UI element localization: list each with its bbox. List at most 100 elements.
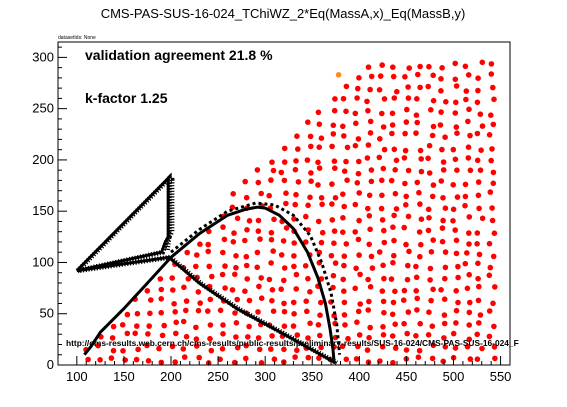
excluded-point	[402, 147, 409, 154]
excluded-point	[462, 193, 469, 200]
excluded-point	[441, 320, 448, 327]
excluded-point	[134, 323, 140, 329]
excluded-point	[429, 355, 436, 362]
excluded-point	[271, 216, 277, 223]
excluded-point	[220, 249, 226, 256]
excluded-point	[426, 170, 433, 176]
excluded-point	[453, 99, 459, 106]
contours-layer	[75, 172, 342, 366]
excluded-point	[392, 167, 399, 173]
excluded-point	[172, 309, 178, 315]
excluded-point	[254, 249, 261, 256]
excluded-point	[489, 146, 495, 152]
excluded-point	[352, 285, 359, 292]
excluded-point	[303, 298, 310, 305]
excluded-point	[194, 343, 200, 349]
excluded-point	[479, 345, 485, 352]
excluded-point	[416, 229, 423, 235]
excluded-point	[440, 217, 446, 224]
excluded-point	[158, 309, 164, 316]
excluded-point	[441, 312, 448, 318]
excluded-point	[357, 271, 363, 278]
excluded-point	[453, 320, 459, 326]
excluded-point	[97, 357, 103, 363]
excluded-point	[380, 332, 387, 338]
excluded-point	[391, 212, 397, 219]
excluded-point	[364, 347, 371, 353]
excluded-point	[354, 95, 360, 101]
excluded-point	[278, 252, 285, 258]
x-tick-label: 350	[301, 369, 323, 384]
excluded-point	[124, 311, 131, 318]
excluded-point	[315, 159, 321, 166]
excluded-point	[341, 262, 347, 269]
excluded-point	[367, 226, 373, 233]
excluded-point	[426, 215, 432, 221]
excluded-point	[376, 87, 383, 93]
excluded-point	[222, 263, 228, 269]
excluded-point	[356, 190, 363, 196]
excluded-point	[356, 158, 362, 165]
k-factor-label: k-factor 1.25	[85, 90, 168, 106]
excluded-point	[490, 84, 496, 91]
excluded-point	[477, 167, 484, 173]
chart-subtitle: datasetIds: None	[58, 35, 96, 41]
excluded-point	[467, 356, 474, 362]
excluded-point	[291, 216, 297, 222]
excluded-point	[255, 217, 262, 224]
excluded-point	[342, 322, 348, 328]
excluded-point	[390, 299, 397, 306]
excluded-point	[488, 112, 494, 118]
excluded-point	[330, 122, 337, 129]
excluded-point	[294, 133, 300, 139]
excluded-point	[305, 202, 311, 209]
excluded-point	[366, 298, 372, 305]
excluded-point	[231, 230, 237, 236]
excluded-point	[467, 167, 474, 174]
excluded-point	[341, 299, 348, 306]
excluded-point	[450, 182, 457, 188]
excluded-point	[486, 333, 493, 340]
excluded-point	[330, 131, 337, 137]
excluded-point	[403, 202, 409, 208]
excluded-point	[380, 324, 386, 330]
excluded-point	[144, 342, 150, 349]
excluded-point	[488, 61, 495, 67]
excluded-point	[357, 301, 364, 307]
x-tick-label: 200	[160, 369, 182, 384]
excluded-point	[330, 272, 337, 279]
excluded-point	[466, 336, 473, 343]
excluded-point	[305, 275, 311, 282]
excluded-point	[381, 275, 387, 282]
excluded-point	[221, 236, 228, 243]
excluded-point	[341, 168, 348, 174]
excluded-point	[381, 239, 388, 246]
excluded-point	[418, 216, 425, 222]
excluded-point	[462, 181, 469, 188]
excluded-point	[280, 238, 287, 244]
excluded-point	[207, 335, 213, 342]
excluded-point	[463, 96, 469, 103]
chart-title: CMS-PAS-SUS-16-024_TChiWZ_2*Eq(MassA,x)_…	[101, 6, 466, 21]
excluded-point	[366, 334, 372, 341]
excluded-point	[438, 178, 445, 184]
excluded-point	[390, 359, 396, 366]
excluded-point	[146, 323, 152, 329]
excluded-point	[377, 73, 384, 79]
excluded-point	[452, 76, 459, 83]
excluded-point	[453, 83, 460, 89]
excluded-point	[229, 287, 236, 293]
excluded-point	[426, 309, 432, 316]
excluded-point	[439, 146, 445, 153]
excluded-point	[205, 308, 211, 314]
excluded-point	[293, 158, 299, 164]
excluded-point	[381, 96, 388, 102]
excluded-point	[388, 276, 395, 282]
excluded-point	[329, 143, 335, 150]
excluded-point	[488, 157, 495, 164]
excluded-point	[255, 309, 261, 315]
excluded-point	[304, 157, 311, 163]
excluded-point	[193, 336, 200, 342]
excluded-point	[486, 308, 493, 314]
